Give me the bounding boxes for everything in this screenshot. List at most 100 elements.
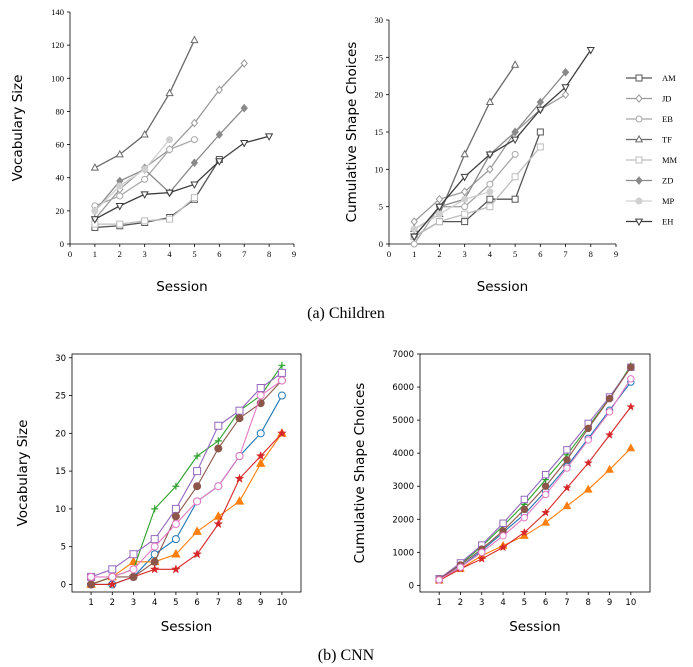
data-point (116, 182, 124, 190)
x-axis-title: Session (509, 619, 561, 635)
data-point (277, 391, 286, 400)
legend-marker (635, 115, 643, 123)
data-point (150, 557, 159, 566)
legend-marker (635, 74, 643, 82)
x-tick-label: 5 (522, 598, 527, 608)
caption-children: (a) Children (307, 305, 385, 322)
legend-label: EB (662, 114, 673, 124)
x-axis-title: Session (161, 619, 213, 635)
data-point (115, 202, 124, 211)
y-tick-label: 6000 (392, 383, 414, 393)
y-tick-label: 0 (60, 239, 64, 249)
data-point (435, 210, 443, 218)
x-tick-label: 4 (488, 249, 493, 259)
data-point (435, 203, 444, 212)
legend-label: ZD (662, 176, 673, 186)
series-MP (410, 188, 494, 233)
data-point (498, 542, 508, 552)
data-point (151, 505, 159, 513)
data-point (627, 375, 635, 383)
data-point (240, 103, 248, 113)
data-point (214, 437, 222, 445)
y-tick-label: 3000 (392, 482, 414, 492)
y-axis-title: Vocabulary Size (15, 420, 31, 527)
data-point (91, 207, 99, 215)
data-point (485, 97, 495, 106)
x-tick-label: 8 (586, 598, 591, 608)
x-tick-label: 0 (68, 249, 72, 259)
data-point (562, 501, 572, 510)
data-point (192, 549, 202, 559)
legend-item: EH (626, 217, 673, 227)
y-tick-label: 25 (55, 392, 66, 402)
y-tick-label: 10 (55, 505, 66, 515)
data-point (141, 175, 149, 183)
data-point (214, 421, 223, 430)
data-point (129, 550, 138, 559)
data-point (140, 191, 149, 199)
y-tick-label: 60 (56, 140, 65, 150)
series-7 (87, 376, 286, 581)
series-AM (410, 128, 544, 241)
data-point (605, 408, 614, 416)
series-EB (91, 136, 198, 210)
series-line (438, 365, 632, 580)
series-7 (435, 375, 635, 584)
data-point (583, 458, 593, 467)
y-tick-label: 100 (51, 73, 64, 83)
data-point (584, 424, 592, 433)
legend-item: EB (626, 114, 673, 124)
data-point (193, 452, 201, 460)
data-point (214, 444, 223, 453)
data-point (519, 527, 529, 537)
data-point (541, 470, 550, 479)
x-tick-label: 7 (563, 249, 567, 259)
y-tick-label: 5 (61, 543, 66, 553)
y-tick-label: 0 (379, 239, 383, 249)
data-point (460, 149, 469, 158)
data-point (193, 497, 202, 506)
data-point (536, 97, 544, 107)
data-point (456, 563, 465, 571)
series-line (438, 378, 632, 581)
x-axis-title: Session (156, 279, 208, 295)
legend-marker (635, 176, 643, 185)
legend-marker (634, 134, 644, 143)
caption-cnn: (b) CNN (318, 647, 375, 664)
series-line (94, 135, 270, 220)
data-point (605, 430, 615, 439)
plot-frame (419, 353, 651, 593)
series-line (94, 139, 171, 212)
x-tick-label: 2 (458, 598, 463, 608)
series-line (438, 381, 632, 581)
data-point (190, 136, 198, 144)
x-tick-label: 2 (118, 249, 122, 259)
x-tick-label: 8 (237, 598, 242, 608)
data-point (116, 192, 124, 200)
series-MM (91, 194, 198, 228)
data-point (171, 548, 181, 558)
data-point (541, 507, 551, 517)
data-point (165, 88, 174, 97)
x-tick-label: 1 (412, 249, 416, 259)
data-point (141, 165, 149, 173)
series-line (438, 406, 632, 581)
legend-label: AM (662, 73, 676, 83)
x-tick-label: 0 (387, 249, 391, 259)
data-point (485, 151, 495, 160)
data-point (150, 535, 159, 544)
y-axis-title: Cumulative Shape Choices (352, 383, 368, 564)
y-tick-label: 30 (55, 354, 66, 364)
legend-children: AM JD EB TF MM ZD MP EH (626, 73, 678, 227)
x-tick-label: 9 (292, 249, 296, 259)
series-4 (434, 402, 636, 585)
series-3 (87, 361, 286, 588)
legend-marker (635, 197, 643, 205)
x-tick-label: 1 (93, 249, 97, 259)
series-5 (435, 363, 635, 583)
data-point (107, 579, 118, 589)
legend-item: JD (626, 94, 671, 104)
series-2 (86, 428, 287, 588)
legend-marker (634, 218, 644, 227)
